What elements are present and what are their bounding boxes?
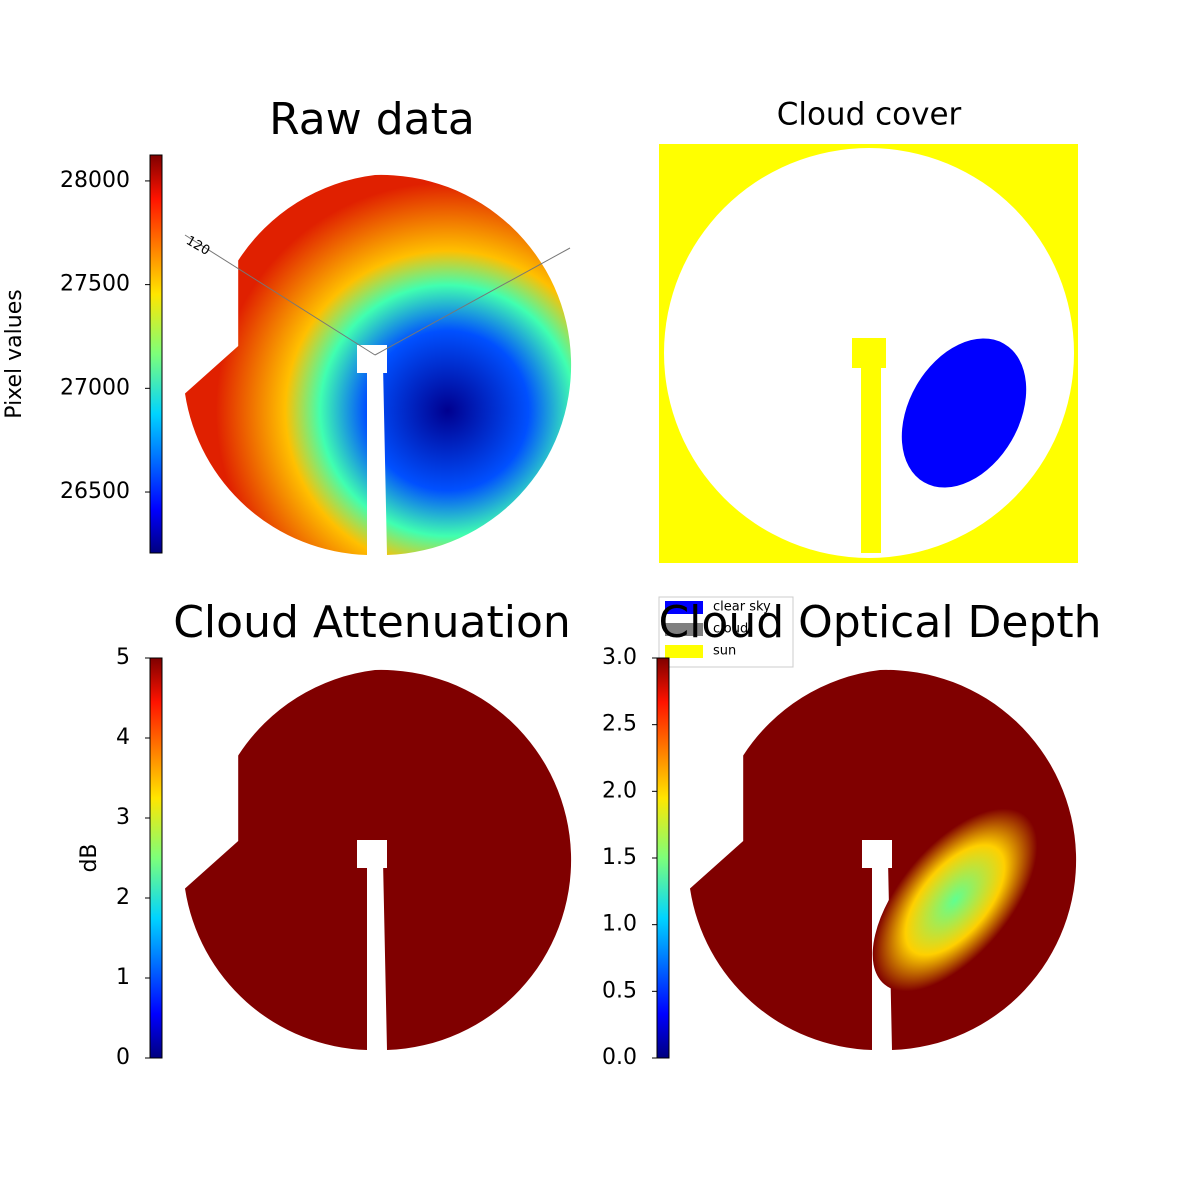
- tick-label: 3.0: [602, 645, 637, 670]
- tick-label: 0: [116, 1045, 130, 1070]
- tick-label: 4: [116, 725, 130, 750]
- clear-sky-region: [901, 338, 1027, 488]
- tick-label: 2: [116, 885, 130, 910]
- tick-label: 28000: [60, 168, 130, 193]
- tick-label: 2.0: [602, 778, 637, 803]
- legend-label: cloud: [713, 622, 748, 637]
- legend-label: sun: [713, 644, 736, 659]
- panel-title: Cloud Optical Depth: [658, 597, 1101, 648]
- tick-label: 26500: [60, 479, 130, 504]
- azimuth-label: 120: [183, 234, 212, 259]
- sun-block: [357, 840, 387, 868]
- tick-label: 27500: [60, 272, 130, 297]
- colorbar-label: Pixel values: [2, 289, 27, 418]
- sun-mast: [861, 338, 881, 553]
- sun-block: [862, 840, 892, 868]
- colorbar-label: dB: [77, 843, 102, 872]
- legend-swatch: [665, 645, 703, 658]
- colorbar: [149, 657, 163, 1059]
- tick-label: 1.0: [602, 912, 637, 937]
- colorbar: [656, 657, 670, 1059]
- azimuth-line: [184, 234, 376, 356]
- tick-label: 1.5: [602, 845, 637, 870]
- tick-label: 0.5: [602, 978, 637, 1003]
- optical-depth-region: [872, 808, 1038, 992]
- colorbar: [149, 154, 163, 554]
- tick-label: 2.5: [602, 712, 637, 737]
- panel-title: Raw data: [269, 94, 475, 145]
- tick-label: 0.0: [602, 1045, 637, 1070]
- sun-block: [852, 338, 886, 368]
- legend-swatch: [665, 601, 703, 614]
- sun-block: [357, 345, 387, 373]
- azimuth-line: [374, 247, 571, 356]
- tick-label: 1: [116, 965, 130, 990]
- tick-label: 27000: [60, 375, 130, 400]
- tick-label: 3: [116, 805, 130, 830]
- panel-title: Cloud Attenuation: [173, 597, 571, 648]
- legend-swatch: [665, 623, 703, 636]
- panel-title: Cloud cover: [777, 97, 962, 133]
- legend-label: clear sky: [713, 600, 771, 615]
- tick-label: 5: [116, 645, 130, 670]
